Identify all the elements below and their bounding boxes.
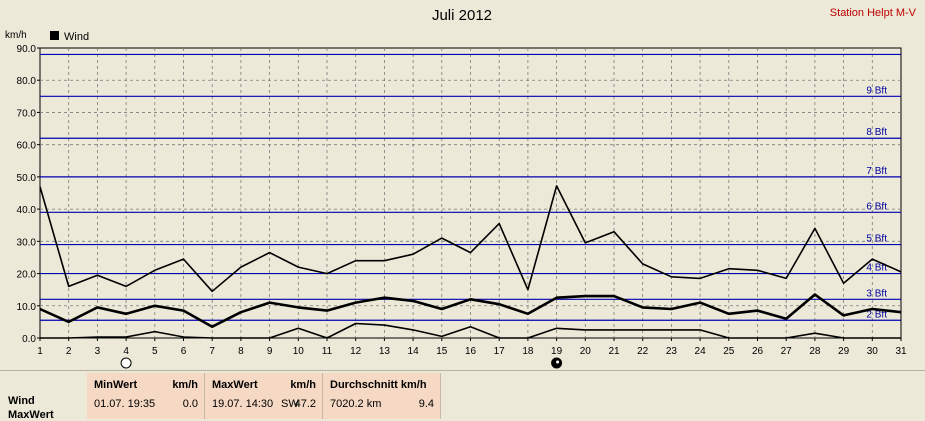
x-tick-label: 19 xyxy=(551,346,563,357)
y-axis-unit: km/h xyxy=(5,30,27,41)
x-tick-label: 8 xyxy=(238,346,244,357)
beaufort-label: 6 Bft xyxy=(866,201,887,212)
x-tick-label: 29 xyxy=(838,346,850,357)
x-tick-label: 1 xyxy=(37,346,43,357)
y-tick-label: 70.0 xyxy=(17,108,37,119)
x-tick-label: 18 xyxy=(522,346,534,357)
x-tick-label: 31 xyxy=(895,346,907,357)
y-tick-label: 10.0 xyxy=(17,302,37,313)
beaufort-label: 9 Bft xyxy=(866,85,887,96)
x-tick-label: 11 xyxy=(322,346,333,357)
stat-max-unit: km/h xyxy=(290,379,316,391)
y-tick-label: 60.0 xyxy=(17,141,37,152)
beaufort-label: 7 Bft xyxy=(866,166,887,177)
row-label-wind: Wind xyxy=(8,395,35,407)
stat-avg-value: 9.4 xyxy=(418,398,434,410)
x-tick-label: 14 xyxy=(408,346,420,357)
stat-min-head: MinWert xyxy=(94,379,138,391)
stat-min-box: MinWert km/h 01.07. 19:35 0.0 xyxy=(87,373,205,419)
stat-max-box: MaxWert km/h 19.07. 14:30 SW 47.2 xyxy=(205,373,323,419)
y-tick-label: 40.0 xyxy=(17,205,37,216)
beaufort-label: 2 Bft xyxy=(866,309,887,320)
x-tick-label: 3 xyxy=(95,346,101,357)
stats-panel: Wind MaxWert MinWert km/h 01.07. 19:35 0… xyxy=(0,370,925,421)
x-tick-label: 7 xyxy=(209,346,215,357)
stat-max-value: 47.2 xyxy=(294,398,316,410)
x-tick-label: 27 xyxy=(781,346,793,357)
x-tick-label: 12 xyxy=(350,346,362,357)
beaufort-label: 8 Bft xyxy=(866,127,887,138)
x-tick-label: 30 xyxy=(867,346,879,357)
legend-swatch xyxy=(50,31,59,40)
beaufort-label: 3 Bft xyxy=(866,288,887,299)
x-tick-label: 26 xyxy=(752,346,764,357)
x-tick-label: 9 xyxy=(267,346,273,357)
stat-max-dir: SW xyxy=(281,398,299,410)
x-tick-label: 28 xyxy=(809,346,821,357)
x-tick-label: 21 xyxy=(608,346,620,357)
x-tick-label: 6 xyxy=(181,346,187,357)
stat-avg-head: Durchschnitt km/h xyxy=(330,379,427,391)
wind-chart: 2 Bft 3 Bft 4 Bft 5 Bft 6 Bft 7 Bft 8 Bft 9 Bft… xyxy=(5,7,917,369)
x-tick-label: 15 xyxy=(436,346,448,357)
chart-svg: 2 Bft 3 Bft 4 Bft 5 Bft 6 Bft 7 Bft 8 Bft 9 Bft… xyxy=(5,7,917,369)
y-tick-label: 20.0 xyxy=(17,270,37,281)
stat-max-date: 19.07. 14:30 xyxy=(212,398,274,410)
full-moon-icon xyxy=(120,357,132,369)
series-line-max xyxy=(39,185,902,293)
x-tick-label: 2 xyxy=(66,346,72,357)
series-line-avg xyxy=(39,293,902,329)
chart-title: Juli 2012 xyxy=(432,7,492,24)
station-label: Station Helpt M-V xyxy=(830,7,917,19)
x-tick-label: 5 xyxy=(152,346,158,357)
y-tick-label: 80.0 xyxy=(17,76,37,87)
y-tick-label: 90.0 xyxy=(17,44,37,55)
x-tick-label: 20 xyxy=(580,346,592,357)
y-tick-label: 0.0 xyxy=(22,334,36,345)
x-tick-label: 16 xyxy=(465,346,477,357)
x-tick-label: 10 xyxy=(293,346,305,357)
x-tick-label: 4 xyxy=(123,346,129,357)
new-moon-highlight xyxy=(556,360,560,364)
stat-max-head: MaxWert xyxy=(212,379,258,391)
stat-min-unit: km/h xyxy=(172,379,198,391)
stat-avg-box: Durchschnitt km/h 7020.2 km 9.4 xyxy=(323,373,441,419)
beaufort-label: 5 Bft xyxy=(866,234,887,245)
x-tick-label: 23 xyxy=(666,346,678,357)
legend-label: Wind xyxy=(64,31,89,43)
x-tick-label: 17 xyxy=(494,346,506,357)
beaufort-label: 4 Bft xyxy=(866,263,887,274)
x-tick-label: 24 xyxy=(695,346,707,357)
row-label-maxwert: MaxWert xyxy=(8,409,54,421)
x-tick-label: 25 xyxy=(723,346,735,357)
stat-min-value: 0.0 xyxy=(182,398,198,410)
stat-min-date: 01.07. 19:35 xyxy=(94,398,156,410)
x-tick-label: 13 xyxy=(379,346,391,357)
y-tick-label: 30.0 xyxy=(17,237,37,248)
stat-avg-distance: 7020.2 km xyxy=(330,398,382,410)
x-tick-label: 22 xyxy=(637,346,649,357)
y-tick-label: 50.0 xyxy=(17,173,37,184)
